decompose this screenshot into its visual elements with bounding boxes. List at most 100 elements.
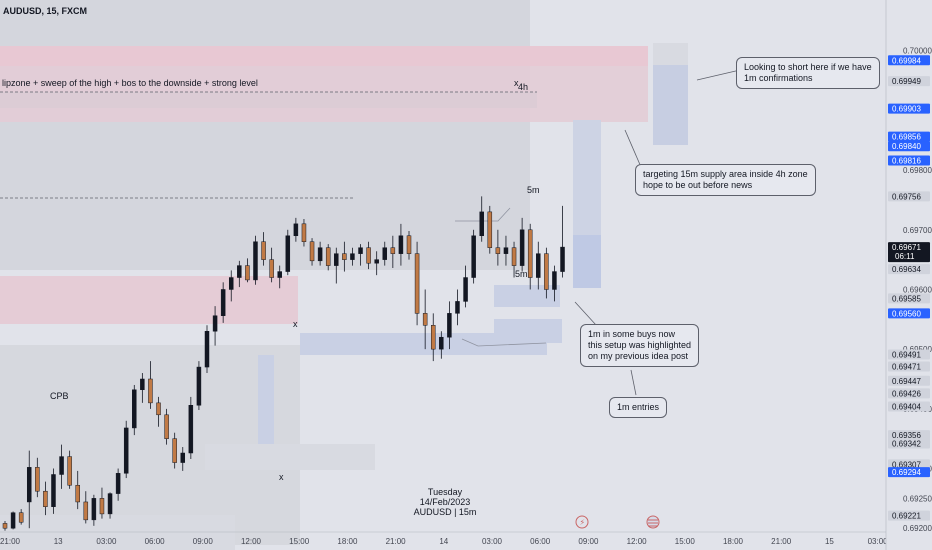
note-buys-line-2: this setup was highlighted bbox=[588, 340, 692, 350]
candle-body bbox=[220, 289, 226, 316]
candle-body bbox=[334, 253, 339, 266]
candle-body bbox=[536, 253, 541, 278]
candle-body bbox=[10, 512, 16, 529]
price-label-box: 0.69903 bbox=[888, 103, 930, 114]
candle-body bbox=[382, 247, 388, 260]
candles-layer bbox=[2, 196, 565, 531]
candle-body bbox=[277, 271, 282, 278]
price-label-value: 0.69634 bbox=[892, 265, 921, 274]
x-tick-label: 09:00 bbox=[193, 537, 214, 546]
candle-body bbox=[132, 389, 137, 429]
tf-5m-label-top: 5m bbox=[527, 185, 540, 195]
candle-body bbox=[511, 247, 517, 266]
candle-body bbox=[374, 259, 379, 264]
x-marker-mid: x bbox=[293, 319, 298, 329]
price-label-value: 0.69856 bbox=[892, 133, 921, 142]
candle-body bbox=[261, 241, 266, 260]
sweep-line bbox=[461, 338, 547, 347]
price-label-box: 0.69404 bbox=[888, 401, 930, 412]
price-label-box: 0.69634 bbox=[888, 264, 930, 275]
price-axis[interactable]: 0.700000.698000.697000.696000.695000.694… bbox=[885, 0, 932, 550]
price-label-countdown: 06:11 bbox=[895, 252, 915, 261]
candle-body bbox=[560, 246, 565, 272]
watermark-ticker: AUDUSD | 15m bbox=[413, 507, 477, 517]
candle-body bbox=[350, 253, 355, 260]
price-label-value: 0.69756 bbox=[892, 192, 921, 201]
note-target[interactable]: targeting 15m supply area inside 4h zone… bbox=[635, 164, 816, 196]
note-buys-line-1: 1m in some buys now bbox=[588, 329, 676, 339]
candle-body bbox=[342, 253, 347, 260]
candle-body bbox=[471, 235, 476, 278]
price-axis-bg bbox=[886, 0, 932, 550]
candle-body bbox=[325, 247, 331, 266]
candle-body bbox=[59, 456, 64, 475]
chart-watermark: Tuesday 14/Feb/2023 AUDUSD | 15m bbox=[395, 487, 495, 517]
price-label-value: 0.69671 bbox=[892, 243, 921, 252]
price-label-value: 0.69560 bbox=[892, 309, 921, 318]
price-label-value: 0.69816 bbox=[892, 157, 921, 166]
price-label-value: 0.69221 bbox=[892, 512, 921, 521]
candle-body bbox=[99, 498, 105, 515]
x-tick-label: 06:00 bbox=[530, 537, 551, 546]
price-label-value: 0.69840 bbox=[892, 142, 921, 151]
x-tick-label: 13 bbox=[54, 537, 63, 546]
short-target-zone bbox=[653, 65, 688, 145]
x-tick-label: 03:00 bbox=[96, 537, 117, 546]
note-buys-line-3: on my previous idea post bbox=[588, 351, 689, 361]
price-label-box: 0.69856 bbox=[888, 131, 930, 142]
x-tick-label: 09:00 bbox=[578, 537, 599, 546]
x-tick-label: 12:00 bbox=[627, 537, 648, 546]
note-entries[interactable]: 1m entries bbox=[609, 397, 668, 418]
candle-body bbox=[188, 405, 194, 454]
candle-body bbox=[91, 498, 97, 521]
price-label-value: 0.69471 bbox=[892, 362, 921, 371]
price-label-value: 0.69404 bbox=[892, 402, 921, 411]
y-tick-label: 0.70000 bbox=[903, 47, 932, 56]
callout-pointer-short bbox=[696, 69, 741, 81]
x-tick-label: 18:00 bbox=[723, 537, 744, 546]
candle-body bbox=[544, 253, 549, 290]
price-label-box: 0.69307 bbox=[888, 459, 930, 470]
candle-body bbox=[430, 325, 436, 350]
candle-body bbox=[487, 211, 493, 248]
candle-body bbox=[107, 493, 113, 515]
candle-body bbox=[140, 378, 145, 390]
price-label-box: 0.69949 bbox=[888, 76, 930, 87]
price-label-value: 0.69984 bbox=[892, 56, 921, 65]
demand-zone-5m bbox=[494, 319, 562, 343]
candle-body bbox=[301, 223, 307, 242]
price-label-box: 0.69356 bbox=[888, 430, 930, 441]
price-label-value: 0.69491 bbox=[892, 351, 921, 360]
candle-body bbox=[479, 211, 484, 237]
chart-annotations: lipzone + sweep of the high + bos to the… bbox=[2, 69, 741, 529]
note-target-line-1: targeting 15m supply area inside 4h zone bbox=[643, 169, 808, 179]
short-stop-zone bbox=[653, 43, 688, 65]
price-label-value: 0.69307 bbox=[892, 460, 921, 469]
candle-body bbox=[552, 271, 557, 290]
candle-body bbox=[293, 223, 299, 237]
note-short[interactable]: Looking to short here if we have 1m conf… bbox=[736, 57, 880, 89]
candle-body bbox=[358, 247, 363, 254]
price-label-box: 0.69294 bbox=[888, 467, 930, 478]
gray-range-zone bbox=[0, 0, 530, 270]
symbol-title[interactable]: AUDUSD, 15, FXCM bbox=[3, 6, 88, 16]
svg-text:⚡: ⚡ bbox=[580, 518, 586, 527]
event-icon-lightning[interactable]: ⚡ bbox=[575, 515, 589, 529]
candle-body bbox=[212, 315, 218, 332]
note-buys[interactable]: 1m in some buys now this setup was highl… bbox=[580, 324, 700, 367]
y-tick-label: 0.69250 bbox=[903, 494, 932, 503]
watermark-date: 14/Feb/2023 bbox=[419, 497, 471, 507]
y-tick-label: 0.69700 bbox=[903, 226, 932, 235]
candle-body bbox=[35, 467, 40, 492]
x-tick-label: 15:00 bbox=[675, 537, 696, 546]
event-icon-us-flag[interactable] bbox=[646, 515, 660, 529]
x-tick-label: 15:00 bbox=[289, 537, 310, 546]
price-label-box: 0.69756 bbox=[888, 191, 930, 202]
candle-body bbox=[285, 235, 291, 272]
candle-body bbox=[164, 414, 169, 439]
price-label-box: 0.69585 bbox=[888, 293, 930, 304]
callout-pointer-target bbox=[624, 129, 642, 168]
candle-body bbox=[503, 247, 509, 254]
demand-zone-small bbox=[258, 355, 274, 465]
